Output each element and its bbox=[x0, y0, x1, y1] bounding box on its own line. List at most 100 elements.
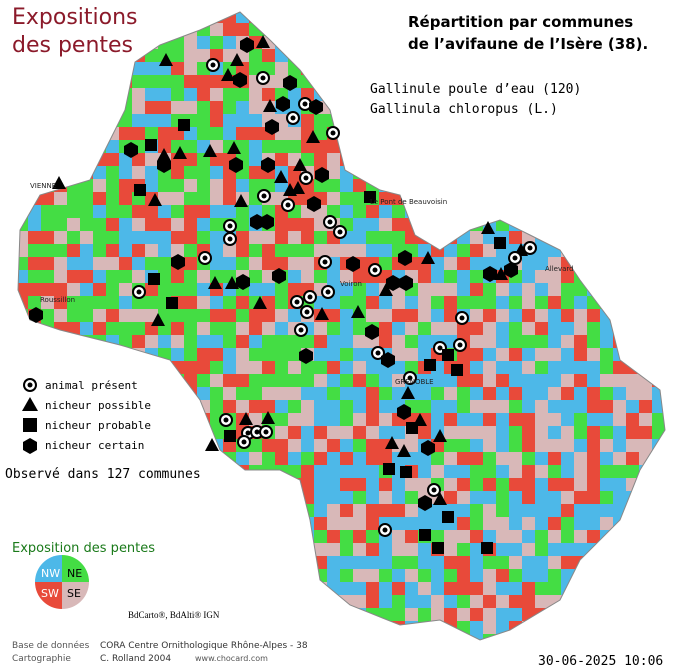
terrain-cell bbox=[119, 283, 133, 297]
terrain-cell bbox=[262, 400, 276, 414]
terrain-cell bbox=[93, 114, 107, 128]
terrain-cell bbox=[405, 348, 419, 362]
marker-certain bbox=[272, 268, 286, 284]
terrain-cell bbox=[340, 582, 354, 596]
terrain-cell bbox=[80, 114, 94, 128]
marker-probable bbox=[364, 191, 376, 203]
terrain-cell bbox=[28, 75, 42, 89]
terrain-cell bbox=[496, 192, 510, 206]
terrain-cell bbox=[80, 88, 94, 102]
terrain-cell bbox=[158, 582, 172, 596]
terrain-cell bbox=[314, 153, 328, 167]
terrain-cell bbox=[41, 348, 55, 362]
terrain-cell bbox=[28, 166, 42, 180]
terrain-cell bbox=[171, 361, 185, 375]
terrain-cell bbox=[353, 608, 367, 622]
terrain-cell bbox=[418, 127, 432, 141]
terrain-cell bbox=[652, 348, 665, 362]
terrain-cell bbox=[288, 465, 302, 479]
terrain-cell bbox=[600, 283, 614, 297]
terrain-cell bbox=[158, 413, 172, 427]
terrain-cell bbox=[366, 12, 380, 24]
terrain-cell bbox=[340, 12, 354, 24]
terrain-cell bbox=[379, 634, 393, 640]
terrain-cell bbox=[366, 595, 380, 609]
terrain-cell bbox=[262, 452, 276, 466]
terrain-cell bbox=[405, 127, 419, 141]
terrain-cell bbox=[288, 88, 302, 102]
terrain-cell bbox=[639, 179, 653, 193]
terrain-cell bbox=[236, 231, 250, 245]
terrain-cell bbox=[379, 478, 393, 492]
terrain-cell bbox=[28, 153, 42, 167]
terrain-cell bbox=[93, 296, 107, 310]
terrain-cell bbox=[158, 140, 172, 154]
terrain-cell bbox=[418, 309, 432, 323]
terrain-cell bbox=[652, 192, 665, 206]
terrain-cell bbox=[119, 205, 133, 219]
terrain-cell bbox=[18, 62, 29, 76]
terrain-cell bbox=[470, 296, 484, 310]
terrain-cell bbox=[613, 101, 627, 115]
terrain-cell bbox=[93, 608, 107, 622]
marker-dot bbox=[294, 299, 300, 305]
terrain-cell bbox=[93, 205, 107, 219]
terrain-cell bbox=[652, 153, 665, 167]
terrain-cell bbox=[275, 348, 289, 362]
terrain-cell bbox=[470, 439, 484, 453]
terrain-cell bbox=[665, 75, 675, 89]
marker-dot bbox=[263, 429, 269, 435]
terrain-cell bbox=[340, 244, 354, 258]
terrain-cell bbox=[535, 335, 549, 349]
terrain-cell bbox=[496, 543, 510, 557]
terrain-cell bbox=[67, 166, 81, 180]
terrain-cell bbox=[93, 218, 107, 232]
terrain-cell bbox=[587, 257, 601, 271]
marker-dot bbox=[227, 223, 233, 229]
terrain-cell bbox=[249, 309, 263, 323]
terrain-cell bbox=[639, 608, 653, 622]
terrain-cell bbox=[431, 140, 445, 154]
terrain-cell bbox=[418, 62, 432, 76]
terrain-cell bbox=[314, 374, 328, 388]
terrain-cell bbox=[223, 348, 237, 362]
terrain-cell bbox=[67, 127, 81, 141]
terrain-cell bbox=[496, 179, 510, 193]
marker-possible bbox=[253, 296, 267, 309]
terrain-cell bbox=[587, 400, 601, 414]
terrain-cell bbox=[561, 400, 575, 414]
terrain-cell bbox=[405, 205, 419, 219]
terrain-cell bbox=[626, 335, 640, 349]
terrain-cell bbox=[41, 608, 55, 622]
terrain-cell bbox=[548, 556, 562, 570]
terrain-cell bbox=[470, 413, 484, 427]
terrain-cell bbox=[626, 309, 640, 323]
terrain-cell bbox=[301, 569, 315, 583]
terrain-cell bbox=[600, 192, 614, 206]
terrain-cell bbox=[613, 75, 627, 89]
terrain-cell bbox=[18, 452, 29, 466]
terrain-cell bbox=[236, 374, 250, 388]
marker-present bbox=[403, 371, 417, 385]
terrain-cell bbox=[509, 387, 523, 401]
terrain-cell bbox=[613, 634, 627, 640]
terrain-cell bbox=[639, 491, 653, 505]
terrain-cell bbox=[366, 608, 380, 622]
terrain-cell bbox=[93, 452, 107, 466]
terrain-cell bbox=[288, 309, 302, 323]
terrain-cell bbox=[275, 36, 289, 50]
terrain-cell bbox=[509, 153, 523, 167]
terrain-cell bbox=[496, 140, 510, 154]
terrain-cell bbox=[587, 140, 601, 154]
terrain-cell bbox=[587, 205, 601, 219]
terrain-cell bbox=[444, 179, 458, 193]
terrain-cell bbox=[574, 166, 588, 180]
marker-certain bbox=[283, 75, 297, 91]
pie-label: NE bbox=[67, 567, 82, 580]
terrain-cell bbox=[340, 114, 354, 128]
terrain-cell bbox=[353, 361, 367, 375]
terrain-cell bbox=[145, 75, 159, 89]
terrain-cell bbox=[548, 335, 562, 349]
terrain-cell bbox=[379, 179, 393, 193]
terrain-cell bbox=[587, 127, 601, 141]
